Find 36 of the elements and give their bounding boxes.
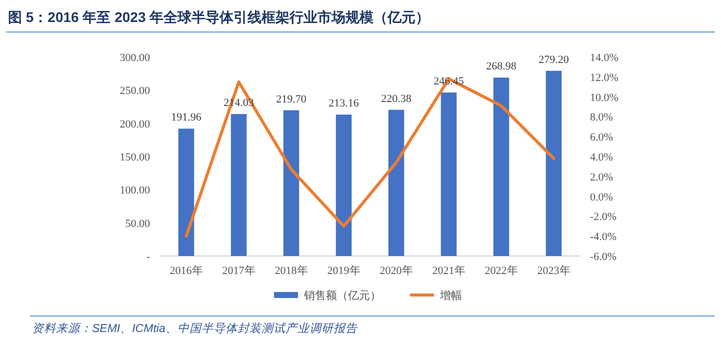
text: 资料来源：SEMI、ICMtia、中国半导体封装测试产业调研报告 bbox=[32, 322, 358, 335]
legend-label: 增幅 bbox=[439, 290, 462, 302]
data-label: 220.38 bbox=[381, 92, 412, 105]
x-tick-label: 2019年 bbox=[327, 265, 360, 277]
y-tick-label: 300.00 bbox=[120, 52, 150, 64]
y-tick-label: 250.00 bbox=[120, 85, 150, 98]
chart-title: 图 5：2016 年至 2023 年全球半导体引线框架行业市场规模（亿元） bbox=[8, 9, 430, 25]
y2-tick-label: -4.0% bbox=[590, 231, 617, 244]
y2-tick-label: 8.0% bbox=[590, 112, 613, 124]
x-tick-label: 2018年 bbox=[274, 265, 308, 277]
y2-tick-label: 2.0% bbox=[590, 171, 613, 184]
y-tick-label: - bbox=[146, 251, 150, 263]
y-tick-label: 200.00 bbox=[120, 118, 150, 130]
data-label: 268.98 bbox=[486, 60, 517, 73]
x-tick-label: 2021年 bbox=[432, 265, 466, 277]
x-tick-label: 2023年 bbox=[537, 265, 570, 277]
x-tick-label: 2017年 bbox=[222, 265, 256, 277]
data-label: 219.70 bbox=[276, 93, 307, 106]
y2-tick-label: 4.0% bbox=[590, 152, 613, 164]
y2-tick-label: 14.0% bbox=[590, 52, 618, 64]
y-tick-label: 50.00 bbox=[125, 218, 150, 230]
y-tick-label: 150.00 bbox=[120, 152, 150, 164]
x-tick-label: 2022年 bbox=[484, 265, 518, 277]
y2-tick-label: 0.0% bbox=[590, 191, 613, 204]
y2-tick-label: -2.0% bbox=[590, 211, 617, 224]
y2-tick-label: 6.0% bbox=[590, 132, 613, 144]
y-tick-label: 100.00 bbox=[120, 184, 150, 197]
x-tick-label: 2016年 bbox=[170, 265, 203, 277]
y2-tick-label: 10.0% bbox=[590, 92, 618, 104]
data-label: 191.96 bbox=[171, 112, 202, 124]
x-tick-label: 2020年 bbox=[380, 265, 413, 277]
legend-label: 销售额（亿元） bbox=[303, 289, 381, 302]
y2-tick-label: -6.0% bbox=[590, 251, 617, 263]
data-label: 213.16 bbox=[328, 98, 360, 110]
data-label: 279.20 bbox=[538, 54, 570, 66]
y2-tick-label: 12.0% bbox=[590, 72, 618, 84]
